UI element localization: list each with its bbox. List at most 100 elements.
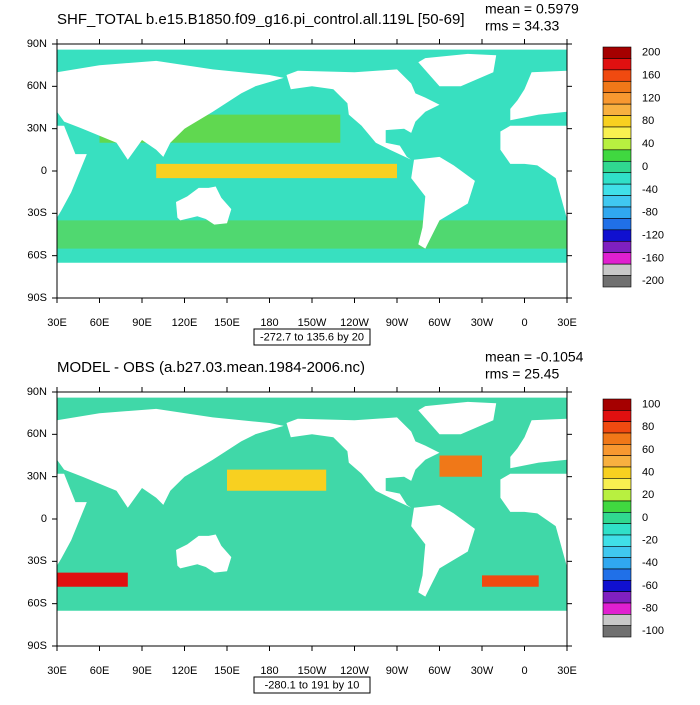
lon-tick-label: 120W (340, 665, 369, 677)
land-mask (286, 417, 440, 508)
land-mask (57, 125, 87, 218)
land-mask (176, 186, 232, 225)
lon-tick-label: 0 (521, 665, 527, 677)
colorbar-box (602, 115, 632, 128)
colorbar-box (602, 160, 632, 174)
lon-tick-label: 150E (214, 665, 240, 677)
colorbar-label: 0 (642, 161, 648, 173)
land-mask (176, 534, 232, 573)
field-region (156, 163, 397, 179)
colorbar-box (602, 625, 632, 638)
lon-tick-label: 180 (260, 317, 278, 329)
colorbar-label: -80 (642, 207, 658, 219)
lon-tick-label: 180 (260, 665, 278, 677)
panel-title: MODEL - OBS (a.b27.03.mean.1984-2006.nc) (57, 359, 365, 376)
colorbar-label: -200 (642, 275, 664, 287)
colorbar-box (602, 69, 632, 82)
lon-tick-label: 30E (47, 665, 67, 677)
colorbar-box (602, 591, 632, 604)
mean-stat: mean = -0.1054 (485, 349, 584, 365)
land-mask (418, 401, 497, 435)
rms-stat: rms = 34.33 (485, 18, 560, 34)
field-region (227, 469, 327, 491)
lon-tick-label: 30W (471, 317, 494, 329)
lat-tick-label: 60N (27, 80, 47, 92)
land-mask (286, 69, 440, 160)
colorbar-box (602, 103, 632, 116)
map-panel (56, 391, 568, 647)
land-mask (510, 70, 567, 121)
field-region (57, 220, 567, 249)
lon-tick-label: 150E (214, 317, 240, 329)
colorbar-box (602, 92, 632, 105)
colorbar-box (602, 138, 632, 151)
land-mask (57, 408, 284, 508)
colorbar-label: 100 (642, 399, 660, 411)
lon-tick-label: 120E (172, 665, 198, 677)
colorbar-box (602, 489, 632, 502)
lat-tick-label: 30N (27, 471, 47, 483)
colorbar-box (602, 218, 632, 231)
colorbar-box (602, 275, 632, 288)
colorbar-box (602, 410, 632, 422)
colorbar-box (602, 478, 632, 490)
colorbar-box (602, 523, 632, 536)
land-mask (57, 44, 567, 50)
lon-tick-label: 30E (557, 665, 577, 677)
map-panel (56, 43, 568, 299)
colorbar-box (602, 466, 632, 479)
range-box (253, 328, 371, 346)
colorbar-box (602, 432, 632, 445)
land-mask (500, 125, 567, 219)
field-region (57, 572, 128, 587)
land-mask (418, 53, 497, 87)
range-box (253, 676, 371, 694)
colorbar-label: 80 (642, 115, 654, 127)
lon-tick-label: 60E (90, 317, 110, 329)
colorbar-box (602, 557, 632, 570)
colorbar-box (602, 614, 632, 626)
colorbar-label: -20 (642, 535, 658, 547)
colorbar-label: 60 (642, 444, 654, 456)
colorbar-box (602, 46, 632, 59)
colorbar-label: -80 (642, 603, 658, 615)
colorbar-label: 200 (642, 47, 660, 59)
land-mask (57, 392, 567, 398)
lon-tick-label: 30W (471, 665, 494, 677)
land-mask (411, 156, 475, 249)
lon-tick-label: 60E (90, 665, 110, 677)
lon-tick-label: 30E (557, 317, 577, 329)
lat-tick-label: 30S (27, 555, 47, 567)
colorbar-box (602, 172, 632, 185)
land-mask (57, 60, 284, 160)
colorbar-box (602, 444, 632, 456)
colorbar-label: 40 (642, 467, 654, 479)
colorbar-label: -60 (642, 580, 658, 592)
lon-tick-label: 0 (521, 317, 527, 329)
range-label: -280.1 to 191 by 10 (265, 679, 360, 691)
colorbar-label: 20 (642, 489, 654, 501)
panel-title: SHF_TOTAL b.e15.B1850.f09_g16.pi_control… (57, 11, 465, 28)
colorbar-label: 160 (642, 69, 660, 81)
lon-tick-label: 90E (132, 317, 152, 329)
colorbar-box (602, 580, 632, 592)
field-region (482, 575, 539, 587)
colorbar-box (602, 512, 632, 524)
colorbar-box (602, 229, 632, 242)
lat-tick-label: 30S (27, 207, 47, 219)
colorbar-label: 80 (642, 421, 654, 433)
colorbar-box (602, 206, 632, 219)
lat-tick-label: 90N (27, 386, 47, 398)
lon-tick-label: 120E (172, 317, 198, 329)
colorbar-box (602, 421, 632, 434)
colorbar-box (602, 80, 632, 94)
lon-tick-label: 90E (132, 665, 152, 677)
colorbar-box (602, 455, 632, 468)
colorbar-box (602, 546, 632, 558)
colorbar-box (602, 398, 632, 411)
range-label: -272.7 to 135.6 by 20 (260, 331, 364, 343)
colorbar-box (602, 263, 632, 276)
lat-tick-label: 30N (27, 123, 47, 135)
colorbar-box (602, 183, 632, 196)
